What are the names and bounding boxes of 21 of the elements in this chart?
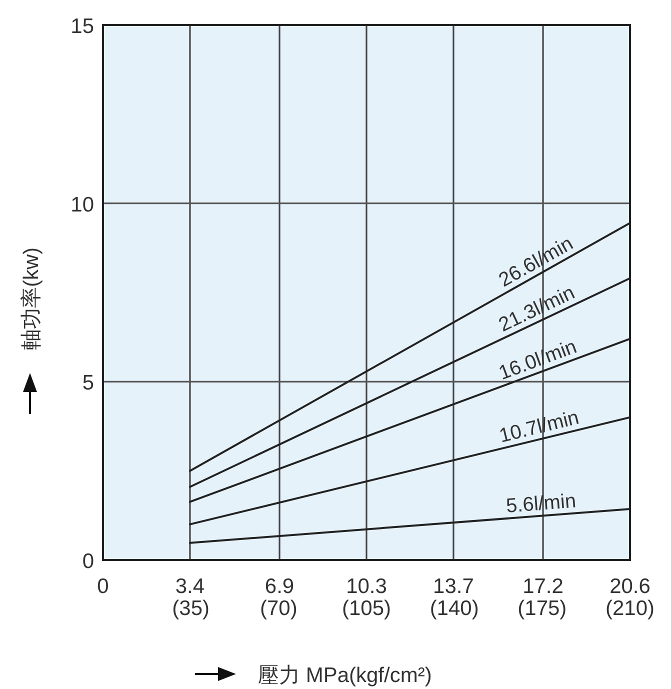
x2-tick-label: (105) (342, 597, 392, 620)
series-label: 5.6l/min (505, 490, 577, 518)
x2-tick-label: (35) (172, 597, 210, 620)
x-tick-label: 6.9 (264, 575, 294, 598)
x-tick-label: 3.4 (175, 575, 205, 598)
x2-tick-label: (210) (605, 597, 655, 620)
x-axis-title: 壓力 MPa(kgf/cm²) (258, 664, 432, 687)
x2-tick-label: (70) (260, 597, 298, 620)
x-tick-label: 10.3 (346, 575, 387, 598)
x2-tick-label: (140) (430, 597, 479, 620)
x2-tick-label: (175) (518, 597, 567, 620)
x-tick-label: 13.7 (433, 575, 474, 598)
y-tick-label: 10 (70, 193, 94, 216)
y-axis-title: 軸功率(kw) (20, 247, 43, 350)
x-tick-label: 20.6 (610, 575, 650, 598)
y-tick-label: 5 (82, 372, 94, 395)
x-tick-label: 0 (97, 575, 109, 598)
text: 10.7l/min (497, 406, 582, 448)
y-tick-label: 15 (70, 15, 94, 38)
y-tick-label: 0 (82, 550, 94, 573)
x-tick-label: 17.2 (522, 575, 564, 598)
